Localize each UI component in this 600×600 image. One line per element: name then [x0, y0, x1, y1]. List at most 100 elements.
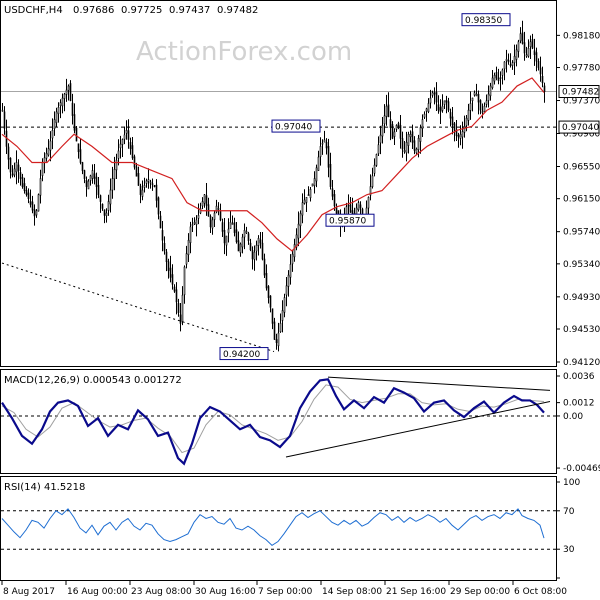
candle-body	[257, 238, 260, 246]
candle-body	[157, 197, 160, 215]
candle-body	[519, 33, 522, 42]
candle-body	[103, 209, 106, 216]
candle-body	[535, 52, 538, 62]
candle-body	[485, 100, 488, 105]
candle-body	[95, 176, 98, 187]
candle-body	[255, 244, 258, 252]
candle-body	[85, 179, 88, 187]
candle-body	[419, 127, 422, 142]
candle-body	[397, 123, 400, 128]
candle-body	[411, 131, 414, 143]
candle-body	[297, 223, 300, 239]
candle-body	[265, 273, 268, 289]
candle-body	[81, 162, 84, 171]
candle-body	[357, 202, 360, 211]
candle-body	[25, 190, 28, 195]
candle-body	[243, 229, 246, 238]
candle-body	[273, 321, 276, 340]
candle-body	[403, 150, 406, 152]
candle-body	[409, 134, 412, 138]
candle-body	[443, 100, 446, 105]
candle-body	[451, 116, 454, 126]
macd-upper-trendline	[327, 376, 551, 391]
price-y-tick-label: 0.94530	[563, 325, 600, 335]
candle-body	[173, 286, 176, 292]
price-trendline-dotted	[1, 262, 275, 353]
macd-lower-trendline	[285, 401, 551, 458]
price-annotation-box	[325, 213, 375, 227]
candle-body	[163, 242, 166, 252]
x-axis-label: 21 Sep 16:00	[386, 587, 446, 597]
x-axis-label: 23 Aug 08:00	[131, 587, 192, 597]
candle-body	[477, 93, 480, 103]
candle-body	[449, 112, 452, 119]
x-axis-label: 16 Aug 00:00	[67, 587, 128, 597]
candle-body	[263, 258, 266, 276]
candle-body	[91, 170, 94, 179]
candle-body	[83, 170, 86, 179]
candle-body	[285, 285, 288, 296]
candle-body	[21, 177, 24, 187]
candle-body	[471, 97, 474, 101]
price-layer: 0.98180 0.97780 0.97370 0.96960 0.96550 0.961…	[1, 13, 600, 368]
candle-body	[149, 181, 152, 184]
candle-body	[89, 175, 92, 181]
price-annotation-label: 0.97040	[275, 123, 312, 133]
candle-body	[123, 134, 126, 140]
candle-body	[393, 131, 396, 137]
candle-body	[161, 230, 164, 241]
candle-body	[291, 253, 294, 265]
candle-body	[527, 47, 530, 57]
x-axis-label: 29 Sep 00:00	[450, 587, 510, 597]
candle-body	[499, 77, 502, 79]
candle-body	[315, 167, 318, 182]
x-axis-label: 30 Aug 16:00	[195, 587, 256, 597]
candle-body	[377, 144, 380, 154]
rsi-panel-frame	[0, 476, 557, 581]
candle-body	[299, 213, 302, 227]
candle-body	[185, 253, 188, 265]
candle-body	[197, 215, 200, 219]
candle-body	[523, 42, 526, 54]
candle-body	[251, 250, 254, 260]
candle-body	[467, 109, 470, 121]
candle-body	[113, 169, 116, 180]
candle-body	[171, 274, 174, 285]
price-panel-frame	[0, 0, 557, 367]
candle-body	[259, 239, 262, 244]
candle-body	[115, 159, 118, 171]
candle-body	[195, 219, 198, 225]
candle-body	[277, 332, 280, 347]
candle-body	[399, 125, 402, 139]
candle-body	[119, 143, 122, 149]
candle-body	[127, 130, 130, 140]
candle-body	[63, 93, 66, 99]
rsi-layer: 100 70 30	[1, 478, 580, 579]
candle-body	[491, 77, 494, 88]
candle-body	[385, 105, 388, 117]
rsi-y-tick-label: 30	[563, 545, 575, 555]
candle-body	[201, 201, 204, 207]
price-annotation-box	[461, 13, 511, 27]
candle-body	[465, 117, 468, 126]
candle-body	[425, 108, 428, 112]
candle-body	[137, 173, 140, 186]
candle-body	[387, 104, 390, 118]
price-y-tick-label: 0.94930	[563, 293, 600, 303]
candle-body	[31, 201, 34, 211]
candle-body	[345, 206, 348, 215]
candle-body	[513, 55, 516, 63]
candle-body	[49, 140, 52, 151]
candle-body	[65, 89, 68, 95]
candle-body	[295, 234, 298, 248]
candle-body	[515, 49, 518, 60]
candle-body	[501, 69, 504, 76]
price-header-open: 0.97686	[73, 5, 114, 16]
candle-body	[55, 111, 58, 123]
macd-y-tick-label: 0.0036	[563, 372, 595, 382]
price-annotation-label: 0.98350	[465, 16, 502, 26]
candle-body	[245, 231, 248, 234]
candle-body	[349, 204, 352, 213]
candle-body	[479, 100, 482, 111]
